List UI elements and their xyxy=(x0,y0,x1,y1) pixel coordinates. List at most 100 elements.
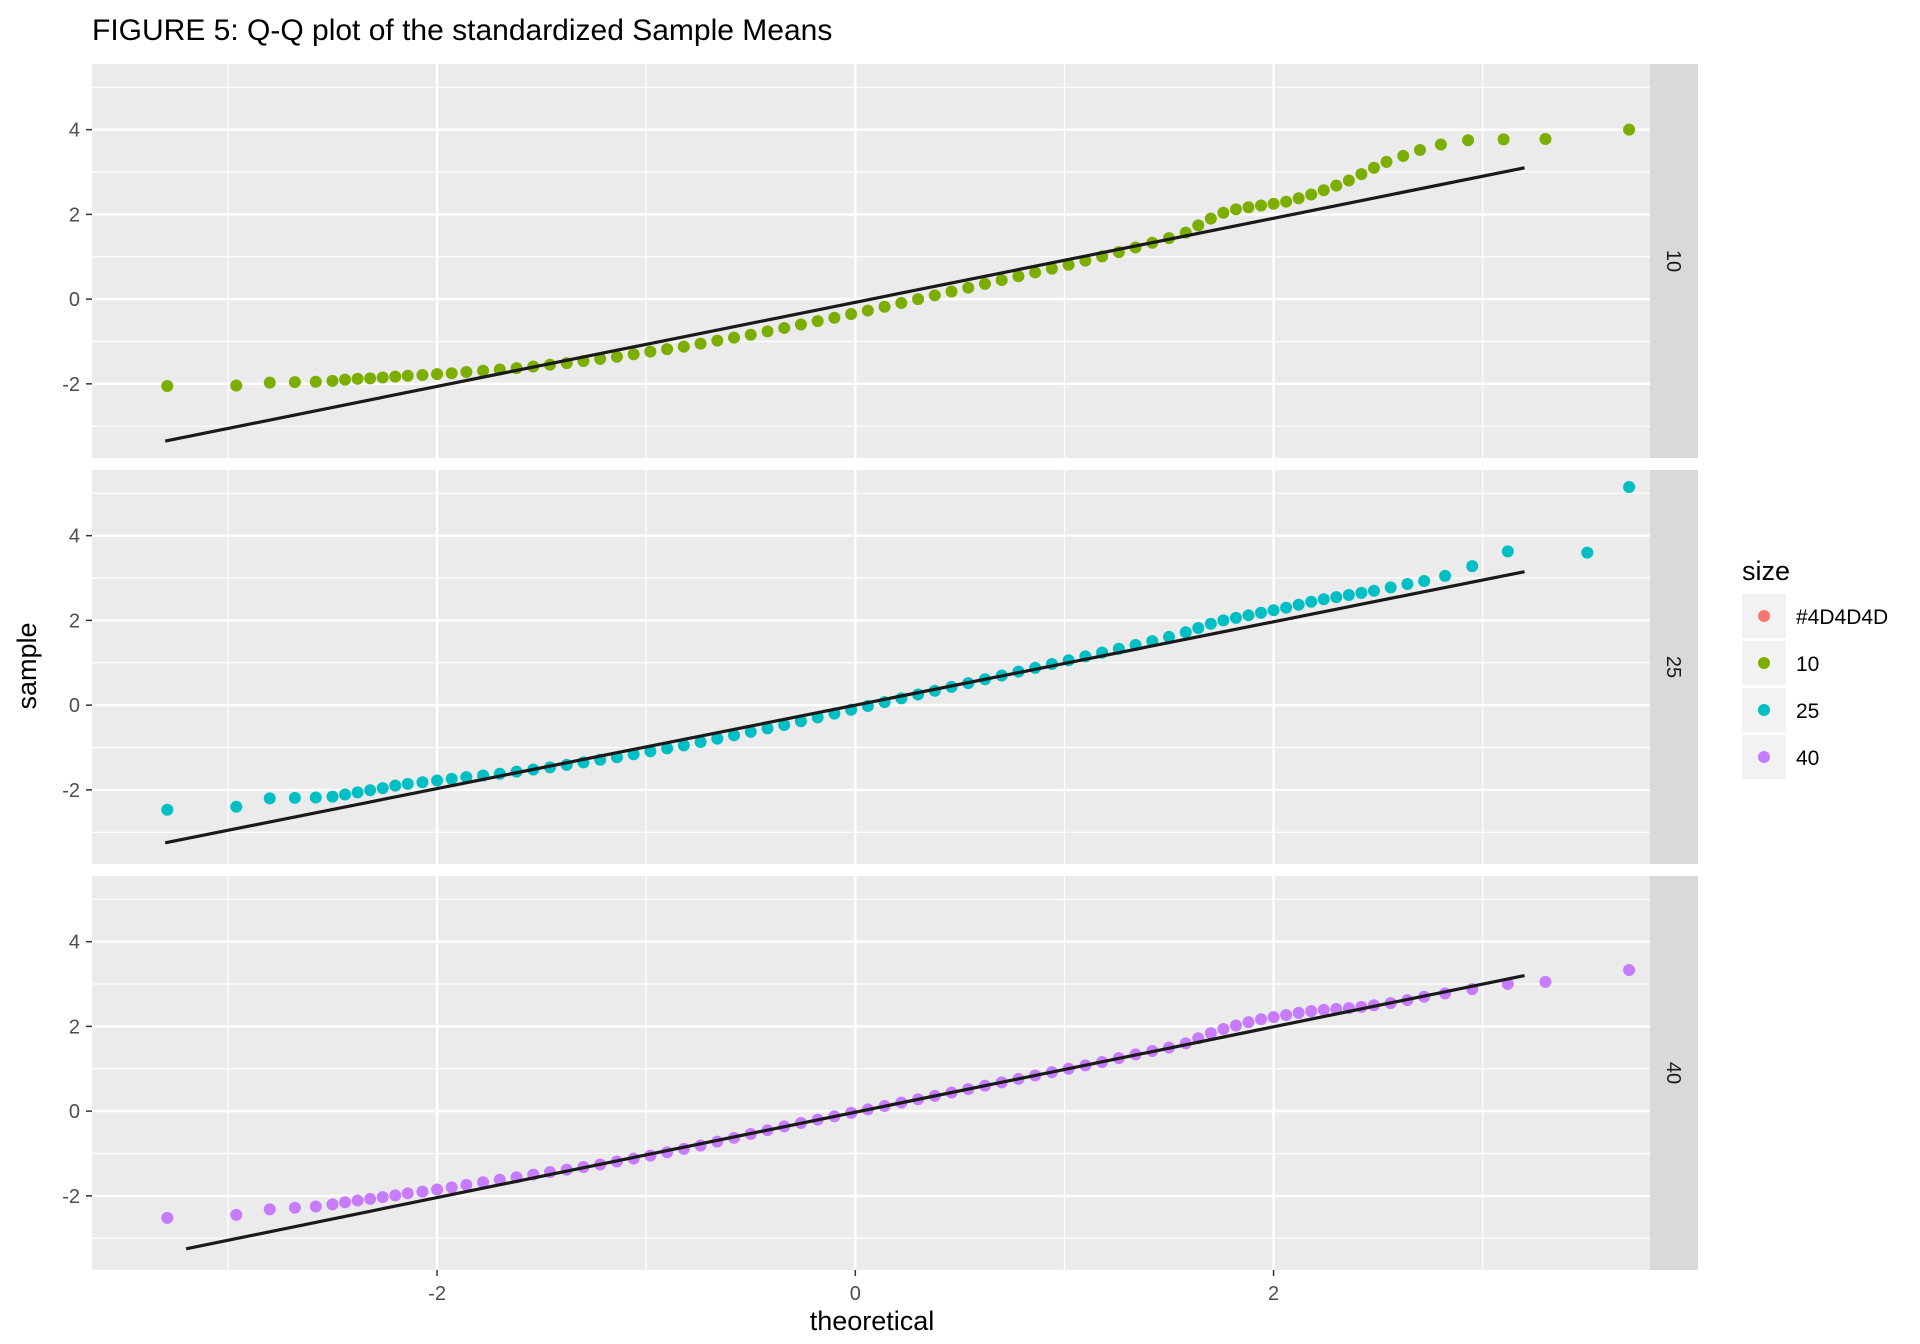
y-tick-label: 4 xyxy=(69,526,80,548)
legend-label: 25 xyxy=(1796,700,1819,723)
data-point xyxy=(351,372,364,385)
data-point xyxy=(1305,595,1318,608)
data-point xyxy=(364,372,377,385)
data-point xyxy=(677,739,690,752)
legend-title: size xyxy=(1742,556,1790,586)
data-point xyxy=(1192,622,1205,635)
data-point xyxy=(610,350,623,363)
data-point xyxy=(364,784,377,797)
data-point xyxy=(644,345,657,358)
data-point xyxy=(1342,174,1355,187)
data-point xyxy=(1292,192,1305,205)
data-point xyxy=(1539,132,1552,145)
data-point xyxy=(1280,601,1293,614)
data-point xyxy=(627,348,640,361)
y-tick-label: 0 xyxy=(69,289,80,311)
x-axis: -2 0 2 xyxy=(428,1270,1279,1305)
data-point xyxy=(744,328,757,341)
data-point xyxy=(230,800,243,813)
data-point xyxy=(263,792,276,805)
data-point xyxy=(1179,626,1192,639)
data-point xyxy=(1355,168,1368,181)
data-point xyxy=(644,745,657,758)
x-tick-label: -2 xyxy=(428,1283,446,1305)
facet-strip xyxy=(1650,470,1698,864)
data-point xyxy=(351,786,364,799)
data-point xyxy=(1045,262,1058,275)
reference-line xyxy=(185,973,1525,1251)
data-point xyxy=(351,1194,364,1207)
legend-key-point xyxy=(1758,610,1770,622)
y-tick-label: -2 xyxy=(62,374,80,396)
data-point xyxy=(431,774,444,787)
data-point xyxy=(416,776,429,789)
panel-background xyxy=(92,876,1650,1270)
data-point xyxy=(326,1198,339,1211)
data-point xyxy=(1501,545,1514,558)
data-point xyxy=(1317,1003,1330,1016)
data-point xyxy=(794,318,807,331)
data-point xyxy=(1255,606,1268,619)
data-point xyxy=(1029,266,1042,279)
data-point xyxy=(1204,617,1217,630)
data-point xyxy=(1255,1013,1268,1026)
data-point xyxy=(1380,155,1393,168)
data-point xyxy=(1330,179,1343,192)
data-point xyxy=(1192,219,1205,232)
x-axis-label: theoretical xyxy=(810,1306,935,1336)
data-point xyxy=(431,1183,444,1196)
data-point xyxy=(912,293,925,306)
y-axis-label: sample xyxy=(12,622,42,709)
data-point xyxy=(230,1208,243,1221)
y-tick-label: 2 xyxy=(69,204,80,226)
data-point xyxy=(945,285,958,298)
data-point xyxy=(1401,577,1414,590)
data-point xyxy=(1623,123,1636,136)
data-point xyxy=(1292,598,1305,611)
facet-strip-label: 10 xyxy=(1662,250,1684,272)
facet-panels: -2 0 2 4 10 -2 0 2 4 25 -2 0 2 4 40 xyxy=(62,64,1698,1270)
data-point xyxy=(401,1187,414,1200)
data-point xyxy=(339,1196,352,1209)
data-point xyxy=(1581,546,1594,559)
data-point xyxy=(1623,964,1636,977)
data-point xyxy=(778,321,791,334)
legend-label: #4D4D4D xyxy=(1796,606,1888,629)
data-point xyxy=(1623,480,1636,493)
y-tick-label: 4 xyxy=(69,932,80,954)
data-point xyxy=(1242,1016,1255,1029)
data-point xyxy=(1367,584,1380,597)
data-point xyxy=(401,777,414,790)
data-point xyxy=(1280,195,1293,208)
y-tick-label: -2 xyxy=(62,1186,80,1208)
data-point xyxy=(744,725,757,738)
data-point xyxy=(477,1176,490,1189)
data-point xyxy=(1418,574,1431,587)
data-point xyxy=(1497,133,1510,146)
legend-entry: 25 xyxy=(1742,688,1819,732)
data-point xyxy=(1292,1006,1305,1019)
data-point xyxy=(694,735,707,748)
data-point xyxy=(728,729,741,742)
data-point xyxy=(928,289,941,302)
data-point xyxy=(828,311,841,324)
facet-strip-label: 25 xyxy=(1662,656,1684,678)
data-point xyxy=(895,296,908,309)
points-size-10 xyxy=(161,123,1636,392)
data-point xyxy=(1317,593,1330,606)
data-point xyxy=(1367,161,1380,174)
data-point xyxy=(309,1200,322,1213)
data-point xyxy=(1280,1008,1293,1021)
data-point xyxy=(1305,188,1318,201)
data-point xyxy=(694,337,707,350)
data-point xyxy=(326,790,339,803)
data-point xyxy=(445,367,458,380)
data-point xyxy=(460,771,473,784)
data-point xyxy=(995,274,1008,287)
legend-label: 40 xyxy=(1796,747,1819,770)
data-point xyxy=(389,370,402,383)
data-point xyxy=(1330,591,1343,604)
data-point xyxy=(878,300,891,313)
facet-panel-10: -2 0 2 4 10 xyxy=(62,64,1698,458)
chart-title: FIGURE 5: Q-Q plot of the standardized S… xyxy=(92,14,832,47)
